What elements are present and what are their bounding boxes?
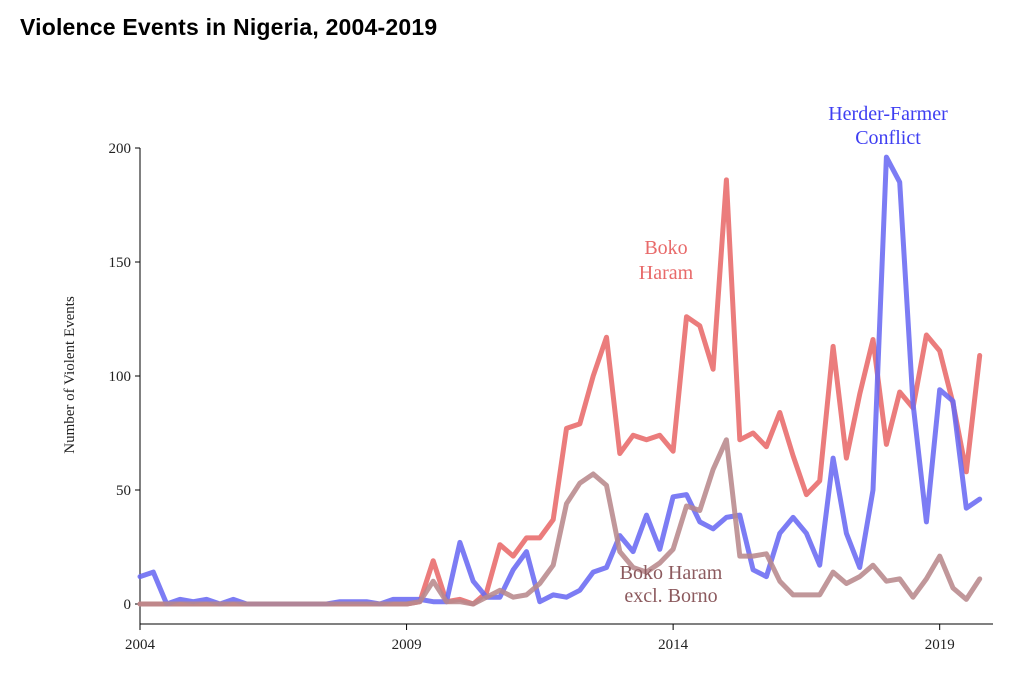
y-tick-label: 150 [109,255,132,271]
x-tick-label: 2004 [125,637,156,653]
y-tick-label: 200 [109,141,132,157]
series-label-1-line-2: Haram [639,262,694,284]
series-label-2-line-2: Conflict [855,127,921,149]
y-axis-ticks: 0 50 100 150 200 [109,141,140,613]
x-tick-label: 2009 [392,637,422,653]
y-tick-label: 50 [116,483,131,499]
series-label-3-line-2: excl. Borno [624,585,717,607]
series-lines [137,154,983,607]
y-tick-label: 100 [109,369,132,385]
chart-title: Violence Events in Nigeria, 2004-2019 [20,14,438,40]
x-axis-ticks: 2004 2009 2014 2019 [125,624,955,653]
y-axis-label: Number of Violent Events [62,296,78,454]
x-tick-label: 2019 [925,637,955,653]
series-label-1-line-1: Boko [644,237,687,259]
x-tick-label: 2014 [658,637,689,653]
series-label-2-line-1: Herder-Farmer [828,103,948,125]
y-tick-label: 0 [124,597,132,613]
series-line-3 [137,437,983,607]
series-label-3-line-1: Boko Haram [620,562,723,584]
